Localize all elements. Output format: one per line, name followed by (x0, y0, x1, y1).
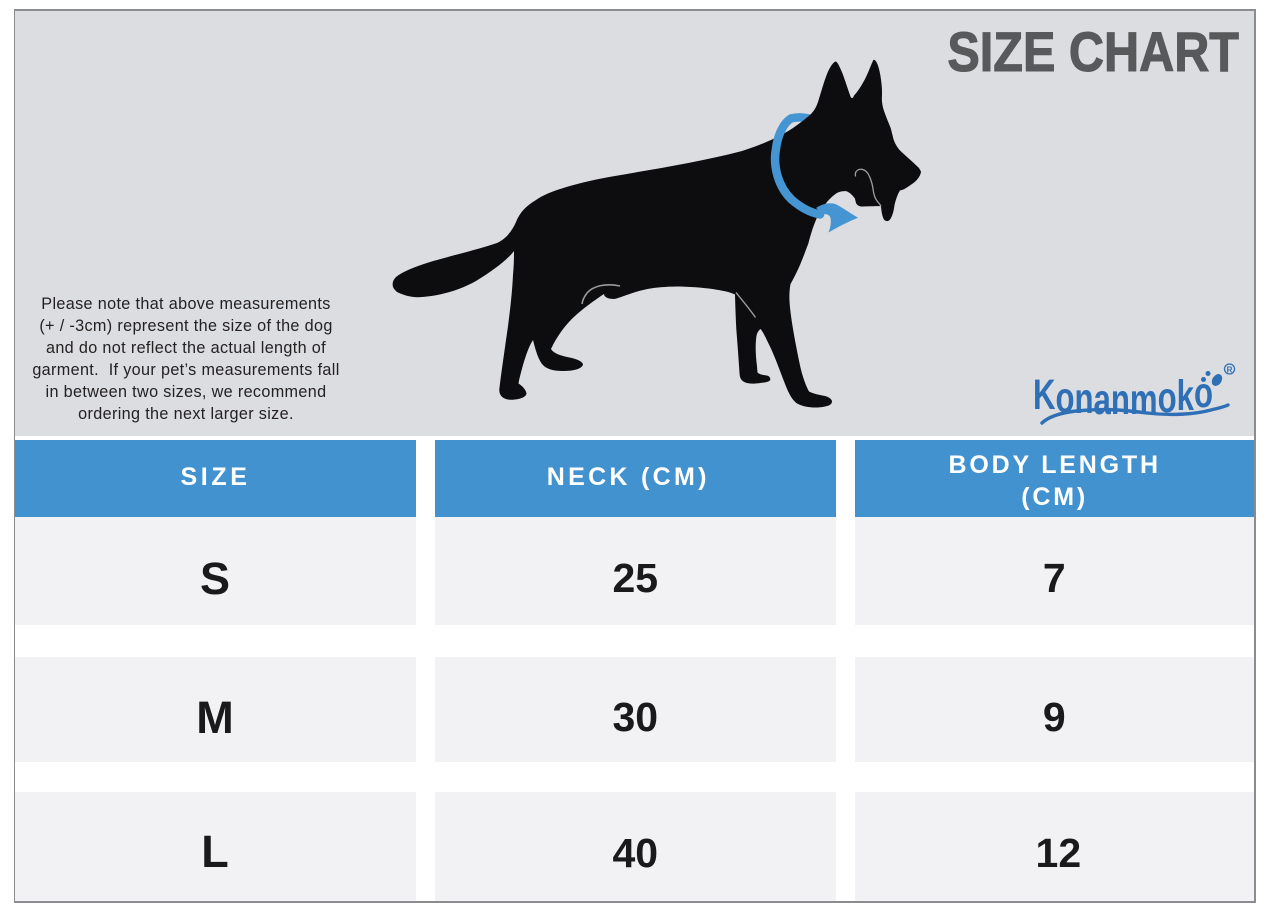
svg-text:R: R (1227, 366, 1233, 375)
svg-text:Konanmoko: Konanmoko (1033, 370, 1213, 424)
